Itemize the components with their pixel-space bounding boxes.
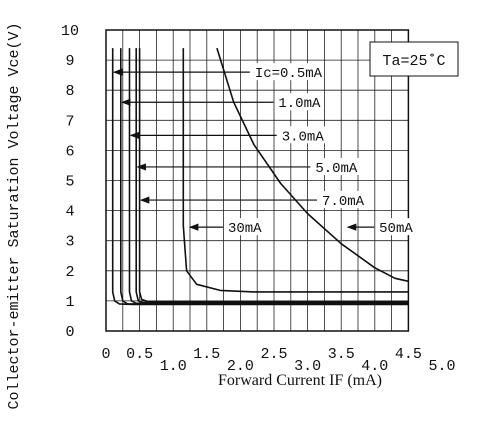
annotation-label-ic-0-5ma: Ic=0.5mA [255,66,323,82]
x-tick-label: 2.5 [260,346,287,363]
series-line-50ma [216,47,409,283]
series-line-30ma [182,48,409,293]
series-line-3-0ma [128,48,409,305]
plot-frame [105,29,410,332]
series-line-5-0ma [135,48,409,304]
annotation-label-30ma: 30mA [228,221,262,237]
x-axis-label: Forward Current IF (mA) [218,372,382,389]
annotation-label-bg [278,126,326,144]
annotation-label-bg [312,157,360,175]
x-tick-label: 3.5 [328,346,355,363]
y-tick-label: 10 [61,23,79,40]
y-tick-label: 9 [65,53,74,70]
series-line-7-0ma [138,48,409,303]
y-tick-label: 4 [65,204,74,221]
annotation-label-bg [376,218,415,236]
annotation-label-1-0ma: 1.0mA [278,96,321,112]
x-tick-label: 2.0 [227,358,254,375]
x-tick-label: 5.0 [428,358,455,375]
tick-labels: 0 1 2 3 4 5 6 7 8 9 10 0 0.5 1.0 1.5 2.0 2.5 3.0 3.5 4.0 4.5… [61,23,456,375]
annotation-label-bg [275,93,323,111]
annotation-label-5-0ma: 5.0mA [315,161,358,177]
y-tick-label: 1 [65,294,74,311]
y-tick-label: 8 [65,83,74,100]
x-tick-label: 1.0 [160,358,187,375]
y-tick-label: 5 [65,174,74,191]
y-axis-label: Collector-emitter Saturation Voltage Vce… [6,22,23,409]
y-tick-label: 7 [65,113,74,130]
x-tick-label: 4.0 [361,358,388,375]
annotation-label-bg [251,63,324,81]
annotation-label-bg [224,218,264,236]
x-tick-label: 0.5 [126,346,153,363]
annotation-label-3-0ma: 3.0mA [282,129,325,145]
curve-annotations: Ic=0.5mA 1.0mA 3.0mA 5.0mA 7.0mA 30mA 50mA [112,63,415,237]
x-tick-label: 3.0 [294,358,321,375]
y-tick-label: 6 [65,143,74,160]
annotation-label-7-0ma: 7.0mA [322,194,365,210]
series-line-ic-0-5ma [111,48,409,306]
x-tick-label: 0 [101,346,110,363]
condition-label: Ta=25˚C [382,53,445,70]
x-tick-label: 1.5 [193,346,220,363]
condition-box [369,41,459,77]
curves [111,47,409,306]
annotation-label-50ma: 50mA [379,221,413,237]
annotation-label-bg [319,191,367,209]
series-line-1-0ma [120,48,409,305]
y-tick-label: 2 [65,264,74,281]
x-tick-label: 4.5 [395,346,422,363]
y-tick-label: 3 [65,234,74,251]
y-tick-label: 0 [65,324,74,341]
